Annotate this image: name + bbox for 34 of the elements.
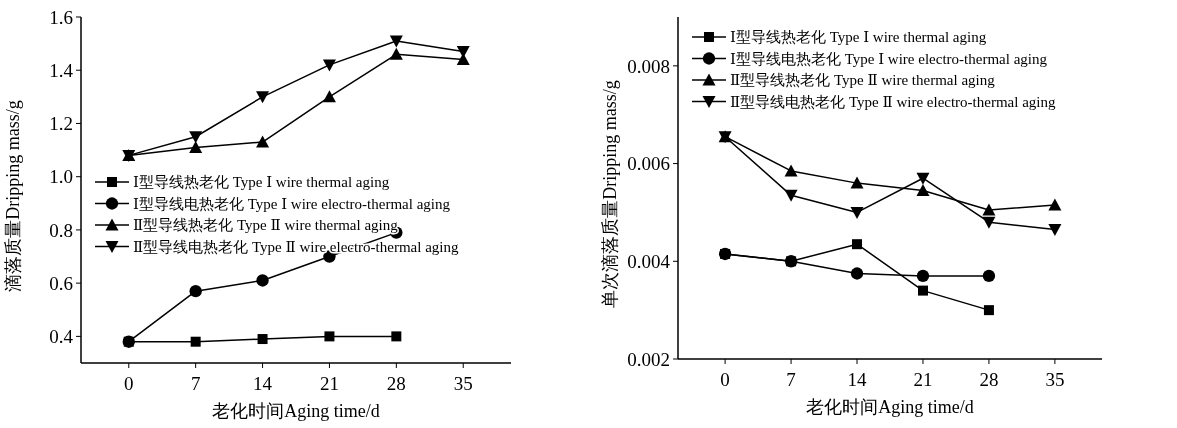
- y-tick-label: 1.4: [49, 59, 74, 81]
- x-axis-title: 老化时间Aging time/d: [806, 397, 974, 417]
- y-axis-title: 滴落质量Dripping mass/g: [3, 100, 23, 292]
- legend-label: Ⅱ型导线热老化 Type Ⅱ wire thermal aging: [133, 217, 399, 234]
- x-axis-title: 老化时间Aging time/d: [212, 401, 380, 421]
- y-tick-label: 1.0: [49, 166, 73, 188]
- legend-label: Ⅰ型导线电热老化 Type Ⅰ wire electro-thermal aging: [133, 195, 451, 212]
- x-tick-label: 7: [190, 373, 201, 394]
- legend-label: Ⅱ型导线电热老化 Type Ⅱ wire electro-thermal aging: [730, 93, 1056, 110]
- legend-label: Ⅰ型导线电热老化 Type Ⅰ wire electro-thermal aging: [730, 50, 1048, 67]
- x-tick-label: 28: [979, 369, 999, 390]
- y-tick-label: 0.004: [627, 250, 671, 272]
- x-tick-label: 7: [786, 369, 796, 390]
- legend-label: Ⅱ型导线热老化 Type Ⅱ wire thermal aging: [730, 72, 996, 89]
- x-tick-label: 0: [720, 369, 730, 390]
- x-tick-label: 35: [453, 373, 473, 394]
- x-tick-label: 14: [847, 369, 868, 390]
- x-tick-label: 28: [386, 373, 406, 394]
- y-tick-label: 0.8: [49, 219, 73, 241]
- y-tick-label: 0.6: [49, 272, 73, 294]
- x-tick-label: 14: [253, 373, 273, 394]
- legend-label: Ⅰ型导线热老化 Type Ⅰ wire thermal aging: [133, 174, 390, 191]
- y-tick-label: 0.008: [627, 55, 670, 77]
- y-tick-label: 0.002: [627, 348, 670, 370]
- y-tick-label: 0.006: [627, 153, 670, 175]
- x-tick-label: 0: [124, 373, 134, 394]
- y-tick-label: 1.2: [49, 113, 73, 135]
- legend-label: Ⅰ型导线热老化 Type Ⅰ wire thermal aging: [730, 29, 987, 46]
- y-tick-label: 1.6: [49, 6, 73, 28]
- y-tick-label: 0.4: [49, 326, 74, 348]
- x-tick-label: 21: [913, 369, 933, 390]
- x-tick-label: 35: [1045, 369, 1065, 390]
- y-axis-title: 单次滴落质量Dripping mass/g: [600, 80, 620, 308]
- x-tick-label: 21: [319, 373, 339, 394]
